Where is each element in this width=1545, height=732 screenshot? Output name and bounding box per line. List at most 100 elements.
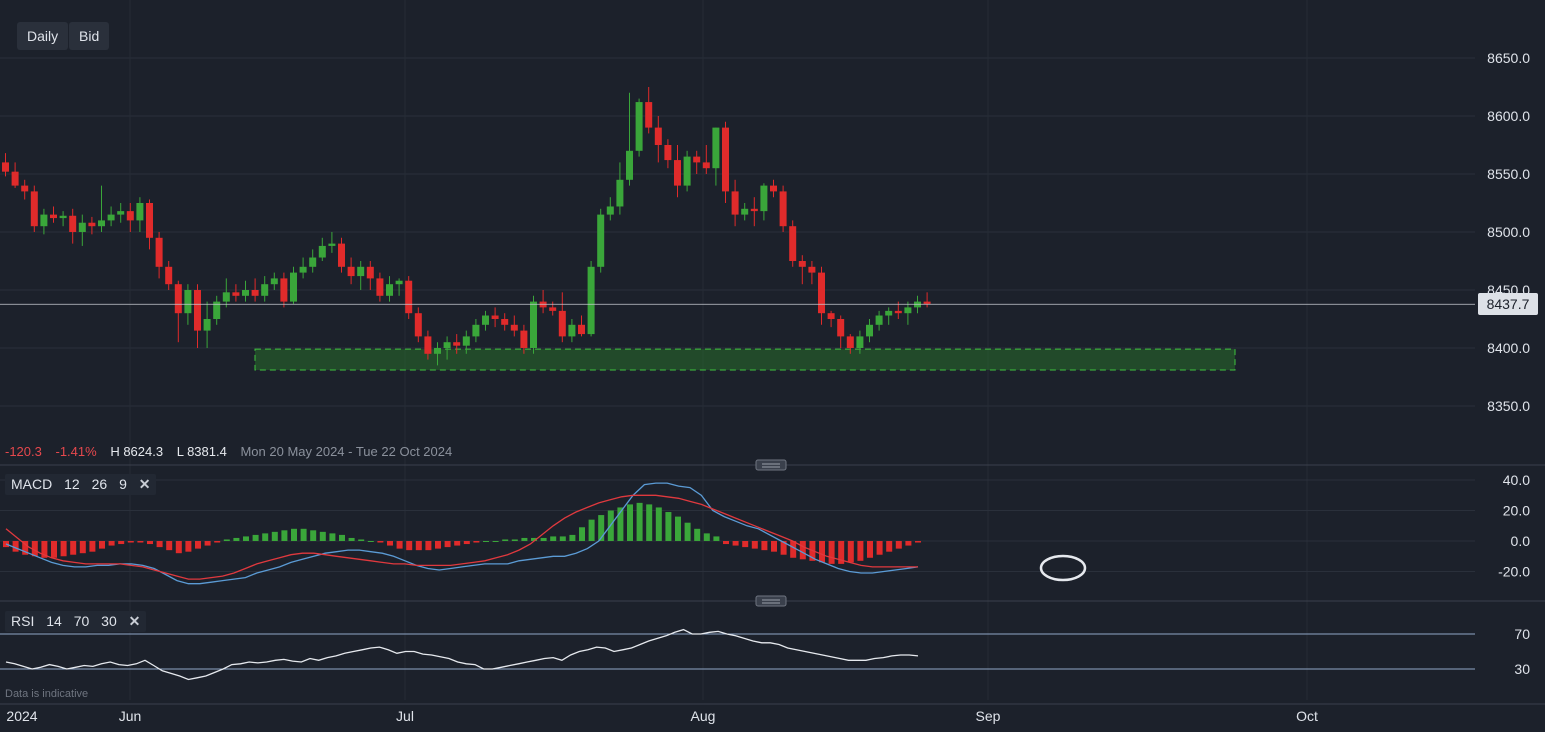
panel-dividers[interactable] [755, 459, 787, 607]
rsi-label[interactable]: RSI 14 70 30 ✕ [5, 611, 147, 632]
time-tick-label: Jun [119, 708, 142, 724]
price-type-button[interactable]: Bid [69, 22, 110, 50]
candle-body [568, 324, 576, 337]
macd-tick-label: 0.0 [1511, 533, 1531, 549]
candle-body [712, 127, 720, 169]
macd-histogram-bar [195, 541, 201, 549]
macd-histogram-bar [636, 502, 643, 541]
candle-body [578, 324, 585, 335]
macd-histogram-bar [454, 541, 461, 546]
macd-histogram-bar [665, 512, 672, 541]
macd-histogram-bar [358, 539, 365, 541]
candle-body [549, 307, 557, 311]
candle-body [299, 266, 307, 273]
candle-body [174, 284, 182, 314]
candle-body [357, 266, 365, 277]
macd-histogram-bar [223, 539, 230, 541]
time-tick-label: Aug [691, 708, 716, 724]
macd-histogram-bar [675, 516, 681, 541]
time-tick-label: Sep [976, 708, 1001, 724]
candle-body [347, 266, 355, 277]
change-value: -120.3 [5, 444, 42, 459]
macd-histogram-bar [271, 531, 278, 541]
macd-label[interactable]: MACD 12 26 9 ✕ [5, 474, 157, 495]
candle-body [722, 127, 729, 192]
drag-handle-icon[interactable] [755, 459, 787, 471]
candle-body [107, 214, 115, 221]
macd-histogram-bar [655, 507, 662, 541]
macd-slow: 26 [91, 476, 108, 492]
candle-body [59, 215, 67, 219]
rsi-axis: 70 30 [1514, 626, 1530, 677]
macd-histogram-bar [713, 536, 720, 541]
macd-histogram-bar [396, 541, 403, 549]
candle-body [779, 191, 787, 227]
disclaimer: Data is indicative [5, 688, 89, 700]
candle-body [213, 301, 221, 319]
candle-body [69, 215, 77, 232]
candle-body [501, 319, 509, 325]
candle-body [338, 243, 345, 267]
candle-body [443, 342, 451, 348]
candle-body [117, 211, 125, 215]
macd-histogram-bar [243, 536, 249, 541]
rsi-period: 14 [46, 613, 62, 629]
macd-histogram-bar [742, 541, 749, 548]
time-tick-label: Jul [396, 708, 414, 724]
macd-histogram-bar [550, 536, 557, 541]
macd-histogram-bar [118, 541, 125, 545]
candle-body [280, 278, 288, 302]
macd-tick-label: -20.0 [1498, 564, 1530, 580]
candle-body [770, 185, 777, 192]
macd-histogram-bar [329, 533, 336, 541]
macd-histogram-bar [175, 541, 182, 554]
macd-histogram-bar [895, 541, 902, 549]
macd-histogram-bar [886, 541, 893, 552]
candle-body [837, 319, 845, 337]
candle-body [30, 191, 38, 227]
macd-histogram-bar [579, 527, 585, 541]
candle-body [222, 292, 230, 302]
drag-handle-icon[interactable] [755, 595, 787, 607]
candle-body [376, 278, 384, 296]
macd-histogram-bar [31, 541, 38, 557]
candle-body [386, 284, 393, 296]
candle-body [664, 145, 672, 161]
price-tick-label: 8500.0 [1487, 224, 1530, 240]
close-icon[interactable]: ✕ [138, 476, 151, 492]
price-axis[interactable]: 8650.08600.08550.08500.08450.08400.08350… [1487, 50, 1530, 414]
time-axis-bg [0, 704, 1545, 732]
last-price-tag: 8437.7 [1478, 293, 1538, 315]
macd-fast: 12 [64, 476, 80, 492]
macd-histogram-bar [300, 528, 307, 541]
macd-histogram-bar [694, 528, 701, 541]
low-value: L 8381.4 [176, 444, 227, 459]
summary-stats: -120.3 -1.41% H 8624.3 L 8381.4 Mon 20 M… [5, 444, 462, 459]
macd-histogram-bar [828, 541, 835, 564]
candle-body [818, 272, 825, 314]
macd-histogram-bar [540, 537, 547, 541]
candle-body [702, 162, 710, 169]
macd-histogram-bar [214, 541, 221, 543]
macd-histogram-bar [838, 541, 845, 564]
macd-histogram-bar [252, 534, 259, 541]
macd-histogram-bar [310, 530, 317, 541]
candlesticks [2, 87, 931, 366]
candle-body [453, 342, 461, 346]
time-axis[interactable]: 2024 Jun Jul Aug Sep Oct [0, 703, 1545, 732]
grid-lines [0, 57, 1475, 407]
price-tick-label: 8550.0 [1487, 166, 1530, 182]
macd-histogram-bar [156, 541, 163, 548]
timeframe-button[interactable]: Daily [17, 22, 69, 50]
macd-histogram-bar [425, 541, 432, 551]
candle-body [78, 222, 86, 232]
macd-line [5, 482, 919, 585]
macd-histogram-bar [233, 537, 240, 541]
macd-histogram-bar [492, 541, 499, 542]
candle-body [885, 310, 893, 316]
price-tick-label: 8650.0 [1487, 50, 1530, 66]
highlight-circle [1039, 554, 1087, 582]
macd-histogram-bar [732, 541, 739, 546]
close-icon[interactable]: ✕ [128, 613, 141, 629]
